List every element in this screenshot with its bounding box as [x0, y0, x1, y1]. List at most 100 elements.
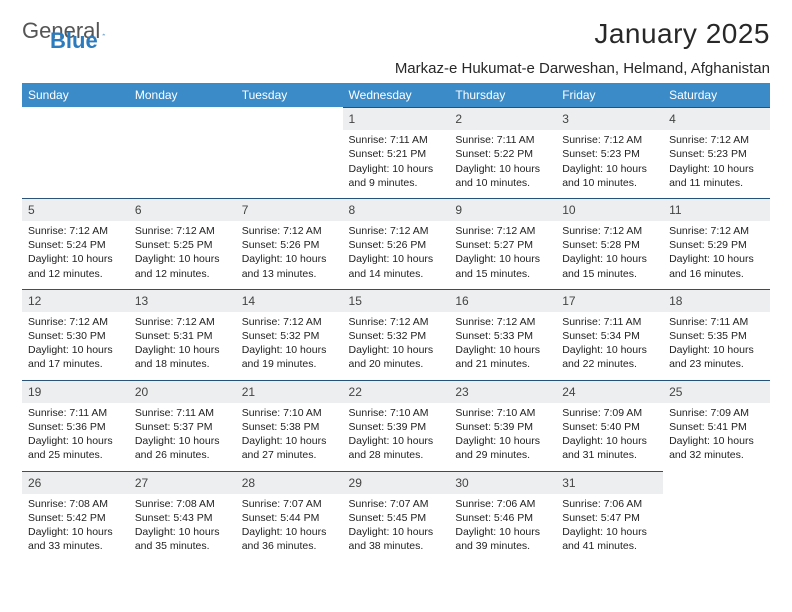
col-sunday: Sunday	[22, 83, 129, 107]
daylight-line: Daylight: 10 hours and 32 minutes.	[669, 434, 764, 462]
day-content: Sunrise: 7:12 AMSunset: 5:26 PMDaylight:…	[343, 221, 450, 289]
daylight-line: Daylight: 10 hours and 15 minutes.	[562, 252, 657, 280]
day-number: 28	[236, 471, 343, 494]
day-content: Sunrise: 7:10 AMSunset: 5:38 PMDaylight:…	[236, 403, 343, 471]
day-cell: 14Sunrise: 7:12 AMSunset: 5:32 PMDayligh…	[236, 289, 343, 380]
day-cell: 5Sunrise: 7:12 AMSunset: 5:24 PMDaylight…	[22, 198, 129, 289]
sunset-line: Sunset: 5:47 PM	[562, 511, 657, 525]
daylight-line: Daylight: 10 hours and 19 minutes.	[242, 343, 337, 371]
day-number: 24	[556, 380, 663, 403]
week-row: 12Sunrise: 7:12 AMSunset: 5:30 PMDayligh…	[22, 289, 770, 380]
sunrise-line: Sunrise: 7:08 AM	[28, 497, 123, 511]
day-cell: ..	[22, 107, 129, 198]
day-cell: 19Sunrise: 7:11 AMSunset: 5:36 PMDayligh…	[22, 380, 129, 471]
sunrise-line: Sunrise: 7:11 AM	[669, 315, 764, 329]
day-cell: 18Sunrise: 7:11 AMSunset: 5:35 PMDayligh…	[663, 289, 770, 380]
col-thursday: Thursday	[449, 83, 556, 107]
day-cell: 17Sunrise: 7:11 AMSunset: 5:34 PMDayligh…	[556, 289, 663, 380]
day-cell: 28Sunrise: 7:07 AMSunset: 5:44 PMDayligh…	[236, 471, 343, 562]
sunrise-line: Sunrise: 7:10 AM	[242, 406, 337, 420]
daylight-line: Daylight: 10 hours and 28 minutes.	[349, 434, 444, 462]
day-content: Sunrise: 7:07 AMSunset: 5:45 PMDaylight:…	[343, 494, 450, 562]
month-title: January 2025	[594, 18, 770, 50]
day-content: Sunrise: 7:11 AMSunset: 5:21 PMDaylight:…	[343, 130, 450, 198]
daylight-line: Daylight: 10 hours and 27 minutes.	[242, 434, 337, 462]
day-number: 31	[556, 471, 663, 494]
day-content: Sunrise: 7:12 AMSunset: 5:24 PMDaylight:…	[22, 221, 129, 289]
day-number: 17	[556, 289, 663, 312]
daylight-line: Daylight: 10 hours and 14 minutes.	[349, 252, 444, 280]
daylight-line: Daylight: 10 hours and 15 minutes.	[455, 252, 550, 280]
sunrise-line: Sunrise: 7:11 AM	[349, 133, 444, 147]
daylight-line: Daylight: 10 hours and 13 minutes.	[242, 252, 337, 280]
day-number: 20	[129, 380, 236, 403]
day-number: 23	[449, 380, 556, 403]
day-content: Sunrise: 7:12 AMSunset: 5:27 PMDaylight:…	[449, 221, 556, 289]
sunrise-line: Sunrise: 7:11 AM	[28, 406, 123, 420]
day-cell: 20Sunrise: 7:11 AMSunset: 5:37 PMDayligh…	[129, 380, 236, 471]
day-number: 21	[236, 380, 343, 403]
sunset-line: Sunset: 5:37 PM	[135, 420, 230, 434]
daylight-line: Daylight: 10 hours and 17 minutes.	[28, 343, 123, 371]
day-number: 30	[449, 471, 556, 494]
day-number: 16	[449, 289, 556, 312]
sunrise-line: Sunrise: 7:12 AM	[669, 224, 764, 238]
day-cell: 26Sunrise: 7:08 AMSunset: 5:42 PMDayligh…	[22, 471, 129, 562]
day-number: 9	[449, 198, 556, 221]
day-content: Sunrise: 7:12 AMSunset: 5:30 PMDaylight:…	[22, 312, 129, 380]
sunset-line: Sunset: 5:39 PM	[455, 420, 550, 434]
sunrise-line: Sunrise: 7:12 AM	[349, 315, 444, 329]
col-tuesday: Tuesday	[236, 83, 343, 107]
day-content: Sunrise: 7:12 AMSunset: 5:31 PMDaylight:…	[129, 312, 236, 380]
sunset-line: Sunset: 5:44 PM	[242, 511, 337, 525]
daylight-line: Daylight: 10 hours and 22 minutes.	[562, 343, 657, 371]
day-number: 11	[663, 198, 770, 221]
day-content: Sunrise: 7:12 AMSunset: 5:33 PMDaylight:…	[449, 312, 556, 380]
day-content: Sunrise: 7:11 AMSunset: 5:35 PMDaylight:…	[663, 312, 770, 380]
sunset-line: Sunset: 5:23 PM	[669, 147, 764, 161]
day-number: 19	[22, 380, 129, 403]
sunset-line: Sunset: 5:21 PM	[349, 147, 444, 161]
daylight-line: Daylight: 10 hours and 25 minutes.	[28, 434, 123, 462]
sunrise-line: Sunrise: 7:07 AM	[242, 497, 337, 511]
day-content: Sunrise: 7:09 AMSunset: 5:40 PMDaylight:…	[556, 403, 663, 471]
sunrise-line: Sunrise: 7:12 AM	[455, 224, 550, 238]
sunset-line: Sunset: 5:40 PM	[562, 420, 657, 434]
day-cell: 9Sunrise: 7:12 AMSunset: 5:27 PMDaylight…	[449, 198, 556, 289]
sunrise-line: Sunrise: 7:12 AM	[135, 224, 230, 238]
day-cell: ..	[236, 107, 343, 198]
sunrise-line: Sunrise: 7:09 AM	[562, 406, 657, 420]
sunrise-line: Sunrise: 7:12 AM	[242, 315, 337, 329]
sunset-line: Sunset: 5:33 PM	[455, 329, 550, 343]
day-cell: 4Sunrise: 7:12 AMSunset: 5:23 PMDaylight…	[663, 107, 770, 198]
sunset-line: Sunset: 5:23 PM	[562, 147, 657, 161]
day-cell: 8Sunrise: 7:12 AMSunset: 5:26 PMDaylight…	[343, 198, 450, 289]
day-content: Sunrise: 7:12 AMSunset: 5:28 PMDaylight:…	[556, 221, 663, 289]
day-number: 29	[343, 471, 450, 494]
daylight-line: Daylight: 10 hours and 20 minutes.	[349, 343, 444, 371]
col-friday: Friday	[556, 83, 663, 107]
sail-icon	[102, 23, 105, 39]
daylight-line: Daylight: 10 hours and 11 minutes.	[669, 162, 764, 190]
day-cell: 24Sunrise: 7:09 AMSunset: 5:40 PMDayligh…	[556, 380, 663, 471]
day-content: Sunrise: 7:09 AMSunset: 5:41 PMDaylight:…	[663, 403, 770, 471]
day-content: Sunrise: 7:12 AMSunset: 5:23 PMDaylight:…	[556, 130, 663, 198]
day-header-row: Sunday Monday Tuesday Wednesday Thursday…	[22, 83, 770, 107]
sunset-line: Sunset: 5:27 PM	[455, 238, 550, 252]
daylight-line: Daylight: 10 hours and 41 minutes.	[562, 525, 657, 553]
week-row: 19Sunrise: 7:11 AMSunset: 5:36 PMDayligh…	[22, 380, 770, 471]
day-cell: 13Sunrise: 7:12 AMSunset: 5:31 PMDayligh…	[129, 289, 236, 380]
sunrise-line: Sunrise: 7:07 AM	[349, 497, 444, 511]
day-cell: ..	[663, 471, 770, 562]
location-text: Markaz-e Hukumat-e Darweshan, Helmand, A…	[22, 60, 770, 77]
sunrise-line: Sunrise: 7:12 AM	[242, 224, 337, 238]
daylight-line: Daylight: 10 hours and 10 minutes.	[562, 162, 657, 190]
daylight-line: Daylight: 10 hours and 10 minutes.	[455, 162, 550, 190]
daylight-line: Daylight: 10 hours and 21 minutes.	[455, 343, 550, 371]
day-cell: 1Sunrise: 7:11 AMSunset: 5:21 PMDaylight…	[343, 107, 450, 198]
daylight-line: Daylight: 10 hours and 38 minutes.	[349, 525, 444, 553]
day-cell: 11Sunrise: 7:12 AMSunset: 5:29 PMDayligh…	[663, 198, 770, 289]
day-content: Sunrise: 7:12 AMSunset: 5:25 PMDaylight:…	[129, 221, 236, 289]
col-monday: Monday	[129, 83, 236, 107]
day-content: Sunrise: 7:12 AMSunset: 5:26 PMDaylight:…	[236, 221, 343, 289]
